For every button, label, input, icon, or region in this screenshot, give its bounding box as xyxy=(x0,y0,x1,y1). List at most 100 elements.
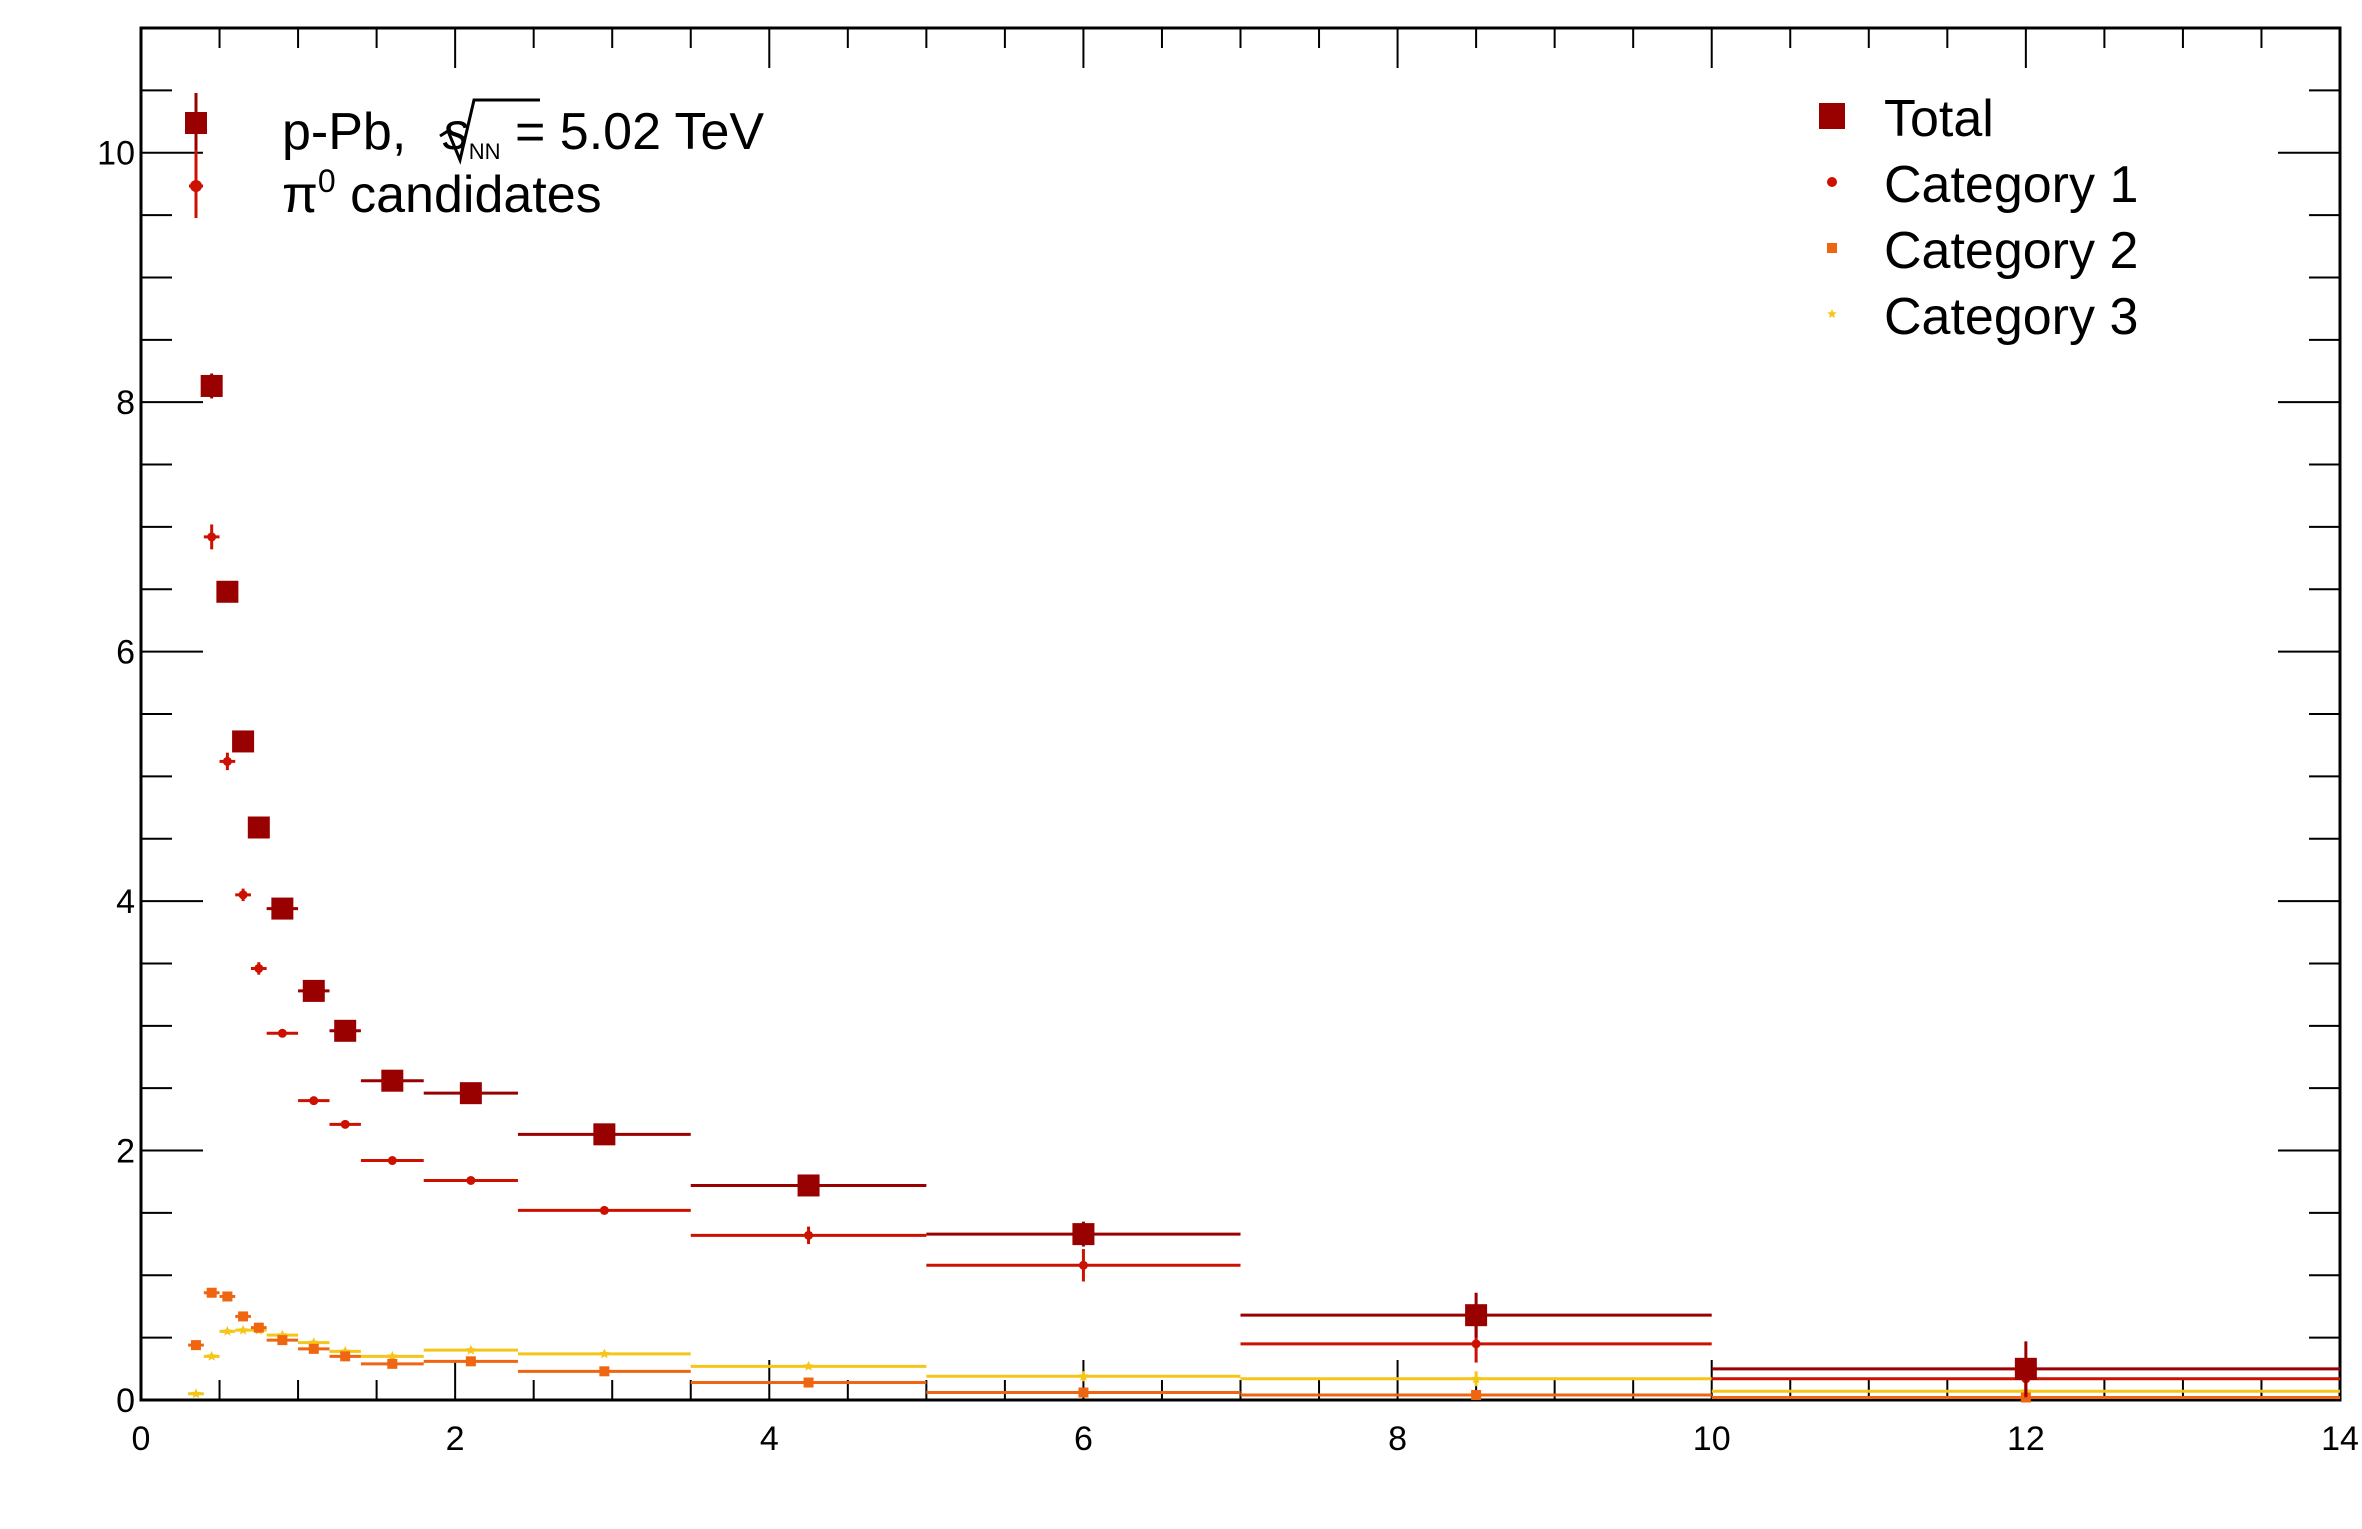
annotation-marker-total xyxy=(185,93,207,153)
marker-category1 xyxy=(222,756,232,766)
legend: Total Category 1 Category 2 Category 3 xyxy=(1819,90,2138,346)
marker-total xyxy=(797,1174,820,1197)
marker-category1 xyxy=(277,1028,287,1038)
annotation-candidates: candidates xyxy=(336,166,602,224)
legend-marker-category3 xyxy=(1827,309,1837,318)
data-point xyxy=(690,1377,927,1388)
data-point xyxy=(235,1324,251,1335)
x-tick-label: 4 xyxy=(760,1420,779,1458)
marker-category3 xyxy=(206,1350,217,1361)
marker-category2 xyxy=(1471,1390,1482,1401)
data-point xyxy=(235,888,251,902)
marker-category3 xyxy=(465,1344,477,1355)
marker-category3 xyxy=(1078,1370,1089,1381)
data-point xyxy=(298,979,330,1002)
x-tick-label: 10 xyxy=(1693,1420,1731,1458)
data-point xyxy=(329,1119,361,1129)
legend-label-category2: Category 2 xyxy=(1884,222,2138,280)
data-point xyxy=(266,897,299,920)
data-point xyxy=(266,1028,299,1038)
annotation-energy: = 5.02 TeV xyxy=(501,103,765,161)
marker-category2 xyxy=(599,1366,610,1377)
marker-total xyxy=(593,1123,616,1146)
marker-category1 xyxy=(207,532,217,542)
marker-category3 xyxy=(340,1345,351,1356)
data-point xyxy=(926,1249,1241,1282)
x-tick-label: 14 xyxy=(2321,1420,2359,1458)
marker-total xyxy=(232,730,255,753)
marker-category2 xyxy=(277,1335,288,1346)
data-point xyxy=(219,1325,236,1336)
series-category2 xyxy=(188,1287,2340,1403)
marker-category2 xyxy=(238,1311,249,1322)
legend-label-category1: Category 1 xyxy=(1884,156,2138,214)
data-point xyxy=(250,962,267,975)
data-point xyxy=(360,1358,424,1369)
data-point xyxy=(423,1356,518,1367)
x-tick-label: 8 xyxy=(1388,1420,1407,1458)
marker-category2 xyxy=(803,1377,814,1388)
marker-category2 xyxy=(206,1287,217,1298)
y-axis-tick-labels: 0 2 4 6 8 10 xyxy=(97,135,135,1420)
marker-total xyxy=(271,897,294,920)
x-tick-label: 2 xyxy=(446,1420,465,1458)
x-axis-ticks xyxy=(140,28,2341,1400)
data-point xyxy=(690,1174,927,1197)
marker-category1 xyxy=(466,1175,476,1185)
data-point xyxy=(188,1388,204,1399)
marker-category2 xyxy=(222,1291,233,1302)
data-point xyxy=(926,1221,1241,1247)
marker-category2 xyxy=(190,1340,201,1351)
annotation: p-Pb, sNN = 5.02 TeV π0 candidates xyxy=(185,93,764,224)
legend-marker-category2 xyxy=(1827,243,1837,253)
data-point xyxy=(926,1370,1241,1382)
data-point xyxy=(690,1226,927,1245)
y-tick-label: 2 xyxy=(116,1133,135,1171)
x-tick-label: 0 xyxy=(132,1420,151,1458)
data-point xyxy=(423,1082,518,1105)
data-point xyxy=(926,1387,1241,1398)
marker-category2 xyxy=(1078,1387,1089,1398)
marker-category2 xyxy=(465,1356,476,1367)
y-axis-ticks xyxy=(141,27,2340,1401)
marker-category3 xyxy=(599,1348,610,1359)
data-point xyxy=(219,1291,236,1302)
data-point xyxy=(517,1366,691,1377)
marker-total xyxy=(1465,1304,1488,1327)
marker-total xyxy=(334,1019,357,1042)
data-point xyxy=(203,1287,220,1298)
data-point xyxy=(203,524,220,550)
data-point xyxy=(1240,1371,1712,1387)
marker-category1 xyxy=(238,890,248,900)
annotation-line-2: π0 candidates xyxy=(282,163,602,224)
x-axis-tick-labels: 0 2 4 6 8 10 12 14 xyxy=(132,1420,2359,1458)
y-tick-label: 4 xyxy=(116,883,135,921)
marker-total xyxy=(302,979,325,1002)
marker-total xyxy=(216,580,239,603)
marker-total xyxy=(200,374,223,397)
data-point xyxy=(247,816,270,839)
data-point xyxy=(423,1344,518,1355)
y-tick-label: 8 xyxy=(116,384,135,422)
legend-marker-total xyxy=(1819,103,1845,129)
annotation-marker-category1 xyxy=(189,150,203,218)
marker-category2 xyxy=(340,1351,351,1362)
data-point xyxy=(360,1069,424,1092)
legend-item-category1: Category 1 xyxy=(1827,156,2138,214)
marker-total xyxy=(247,816,270,839)
marker-category3 xyxy=(222,1325,233,1336)
marker-category2 xyxy=(387,1358,398,1369)
y-tick-label: 10 xyxy=(97,135,135,173)
x-tick-label: 6 xyxy=(1074,1420,1093,1458)
marker-category3 xyxy=(190,1388,202,1399)
data-point xyxy=(360,1156,424,1166)
data-point xyxy=(1240,1390,1712,1401)
annotation-line-1: p-Pb, sNN = 5.02 TeV xyxy=(282,103,764,164)
data-point xyxy=(517,1348,691,1359)
data-point xyxy=(517,1205,691,1215)
data-point xyxy=(250,1322,267,1333)
data-point xyxy=(203,1350,220,1361)
marker-category2 xyxy=(308,1343,319,1354)
annotation-sqrt-sub: NN xyxy=(469,139,501,164)
